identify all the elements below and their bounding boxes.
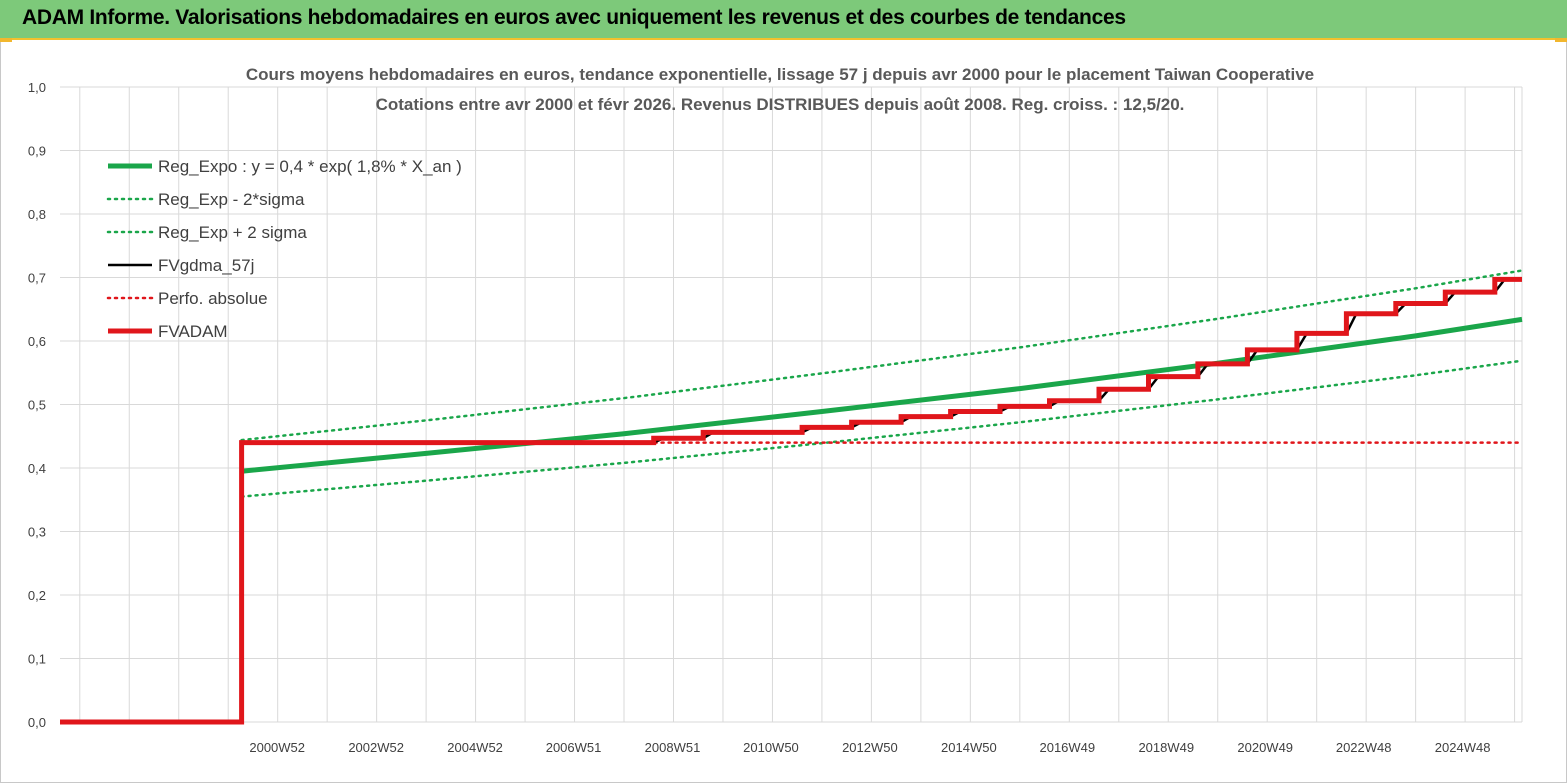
y-tick-label: 1,0 (28, 80, 46, 95)
series-line-5 (60, 276, 1522, 725)
x-tick-label: 2006W51 (546, 740, 602, 755)
legend: Reg_Expo : y = 0,4 * exp( 1,8% * X_an ) R… (106, 157, 462, 341)
header-bar: ADAM Informe. Valorisations hebdomadaire… (0, 0, 1567, 40)
corner-mark-left (0, 38, 12, 42)
y-tick-label: 0,8 (28, 207, 46, 222)
corner-mark-right (1555, 38, 1567, 42)
y-tick-label: 0,7 (28, 271, 46, 286)
y-tick-label: 0,6 (28, 334, 46, 349)
legend-label-4: Perfo. absolue (158, 289, 268, 308)
series-line-0 (241, 316, 1523, 474)
x-tick-label: 2014W50 (941, 740, 997, 755)
header-title: ADAM Informe. Valorisations hebdomadaire… (22, 6, 1126, 29)
x-tick-label: 2018W49 (1138, 740, 1194, 755)
plot-area (60, 269, 1524, 725)
x-axis-ticks: 2000W52 2002W52 2004W52 2006W51 2008W51 2010W… (249, 740, 1490, 755)
series-line-3 (60, 278, 1522, 724)
x-tick-label: 2020W49 (1237, 740, 1293, 755)
chart-titles: Cours moyens hebdomadaires en euros, ten… (246, 65, 1314, 114)
legend-label-2: Reg_Exp + 2 sigma (158, 223, 307, 242)
x-tick-label: 2000W52 (249, 740, 305, 755)
chart-title-line-1: Cours moyens hebdomadaires en euros, ten… (246, 65, 1314, 84)
chart: 0,0 0,1 0,2 0,3 0,4 0,5 0,6 0,7 0,8 0,9 1,0 2000W5… (28, 65, 1524, 755)
y-tick-label: 0,3 (28, 525, 46, 540)
y-tick-label: 0,2 (28, 588, 46, 603)
y-tick-label: 0,5 (28, 398, 46, 413)
legend-label-3: FVgdma_57j (158, 256, 254, 275)
chart-title-line-2: Cotations entre avr 2000 et févr 2026. R… (376, 95, 1185, 114)
y-tick-label: 0,9 (28, 144, 46, 159)
y-tick-label: 0,1 (28, 652, 46, 667)
series-line-1 (240, 359, 1524, 498)
series-line-2 (240, 269, 1524, 442)
legend-label-5: FVADAM (158, 322, 228, 341)
chart-grid (60, 86, 1523, 723)
legend-label-0: Reg_Expo : y = 0,4 * exp( 1,8% * X_an ) (158, 157, 462, 176)
x-tick-label: 2012W50 (842, 740, 898, 755)
y-axis-ticks: 0,0 0,1 0,2 0,3 0,4 0,5 0,6 0,7 0,8 0,9 1,0 (28, 80, 46, 730)
x-tick-label: 2024W48 (1435, 740, 1491, 755)
x-tick-label: 2004W52 (447, 740, 503, 755)
y-tick-label: 0,4 (28, 461, 46, 476)
x-tick-label: 2010W50 (743, 740, 799, 755)
x-tick-label: 2022W48 (1336, 740, 1392, 755)
x-tick-label: 2008W51 (645, 740, 701, 755)
x-tick-label: 2016W49 (1039, 740, 1095, 755)
y-tick-label: 0,0 (28, 715, 46, 730)
legend-label-1: Reg_Exp - 2*sigma (158, 190, 305, 209)
x-tick-label: 2002W52 (348, 740, 404, 755)
